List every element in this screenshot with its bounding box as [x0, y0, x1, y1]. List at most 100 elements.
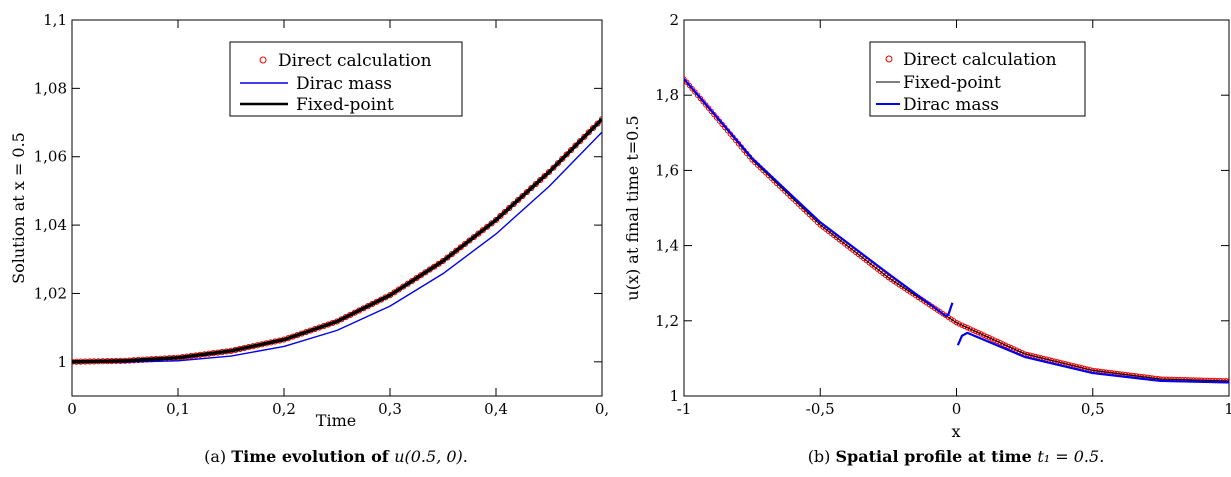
- marker-direct-calculation: [700, 98, 706, 105]
- y-axis-title-b: u(x) at final time t=0.5: [623, 115, 642, 300]
- x-tick-label-a: 0,4: [484, 400, 508, 418]
- marker-direct-calculation: [1000, 341, 1006, 347]
- x-tick-label-a: 0,2: [272, 400, 296, 418]
- marker-direct-calculation: [563, 151, 570, 158]
- marker-direct-calculation: [559, 155, 566, 162]
- x-tick-label-a: 0,: [595, 400, 609, 418]
- caption-b-prefix: (b): [808, 447, 836, 466]
- marker-direct-calculation: [689, 86, 695, 92]
- y-tick-label-b: 1,4: [655, 237, 679, 255]
- legend-label-direct-calculation-b: Direct calculation: [903, 50, 1057, 70]
- caption-a: (a) Time evolution of u(0.5, 0).: [204, 447, 468, 466]
- series-dirac-mass-segment-2-b: [956, 331, 1229, 384]
- marker-direct-calculation: [697, 95, 704, 102]
- marker-direct-calculation: [961, 323, 968, 330]
- x-tick-label-a: 0: [67, 400, 77, 418]
- marker-direct-calculation: [594, 120, 601, 127]
- y-tick-label-a: 1,08: [34, 79, 67, 97]
- marker-direct-calculation: [590, 124, 597, 132]
- caption-a-prefix: (a): [204, 447, 231, 466]
- x-tick-label-b: 1: [1224, 400, 1231, 418]
- marker-direct-calculation: [554, 160, 561, 167]
- marker-direct-calculation: [684, 79, 690, 85]
- legend-b: Direct calculation Fixed-point Dirac mas…: [869, 41, 1086, 117]
- y-tick-label-a: 1,04: [34, 216, 67, 234]
- caption-b-bold: Spatial profile at time: [836, 447, 1038, 466]
- x-tick-label-b: -1: [677, 400, 692, 418]
- marker-direct-calculation: [686, 82, 693, 89]
- legend-box-b: [869, 41, 1086, 117]
- marker-direct-calculation: [970, 327, 976, 333]
- legend-label-direct-calculation-a: Direct calculation: [278, 51, 432, 71]
- marker-direct-calculation: [975, 329, 981, 336]
- caption-a-suffix: .: [463, 447, 468, 466]
- marker-direct-calculation: [581, 133, 588, 140]
- marker-direct-calculation: [983, 333, 990, 340]
- marker-direct-calculation: [986, 334, 992, 341]
- marker-direct-calculation: [1005, 343, 1011, 350]
- legend-label-dirac-mass-b: Dirac mass: [903, 95, 999, 115]
- marker-direct-calculation: [550, 164, 557, 171]
- marker-direct-calculation: [953, 319, 960, 326]
- y-tick-label-a: 1,06: [34, 148, 67, 166]
- marker-direct-calculation: [598, 116, 602, 123]
- marker-direct-calculation: [994, 338, 1001, 345]
- series-dirac-mass-a: [72, 131, 602, 363]
- y-tick-label-a: 1,1: [43, 11, 67, 29]
- legend-marker-direct-calculation-b: [885, 55, 893, 63]
- marker-direct-calculation: [978, 331, 984, 337]
- marker-direct-calculation: [991, 337, 998, 343]
- marker-direct-calculation: [694, 92, 701, 98]
- x-tick-label-b: 0,5: [1081, 400, 1105, 418]
- panel-b: -1 -0,5 0 0,5 1 1 1,2 1,4 1,6 1,8 2 x u(x) at fina…: [623, 11, 1231, 466]
- legend-label-fixed-point-a: Fixed-point: [296, 95, 394, 115]
- x-ticks-b: -1 -0,5 0 0,5 1 1 1,2 1,4 1,6 1,8 2: [655, 11, 1231, 418]
- series-dirac-mass-segment-1-b: [684, 78, 954, 318]
- caption-a-math: u(0.5, 0): [394, 447, 463, 466]
- legend-label-fixed-point-b: Fixed-point: [903, 73, 1001, 93]
- x-tick-label-b: -0,5: [806, 400, 835, 418]
- marker-direct-calculation: [989, 336, 995, 342]
- marker-direct-calculation: [576, 138, 584, 145]
- marker-direct-calculation: [692, 89, 698, 95]
- marker-direct-calculation: [1011, 346, 1017, 352]
- x-tick-label-b: 0: [952, 400, 962, 418]
- series-fixed-point-a: [72, 117, 602, 364]
- legend-a: Direct calculation Dirac mass Fixed-poin…: [229, 41, 463, 117]
- y-tick-label-a: 1: [57, 353, 67, 371]
- marker-direct-calculation: [1002, 342, 1009, 348]
- marker-direct-calculation: [684, 76, 687, 82]
- y-tick-label-b: 1,8: [655, 86, 679, 104]
- y-tick-label-b: 1,2: [655, 312, 679, 330]
- marker-direct-calculation: [585, 129, 592, 136]
- y-tick-label-b: 2: [669, 11, 679, 29]
- legend-label-dirac-mass-a: Dirac mass: [296, 74, 392, 94]
- y-tick-label-b: 1: [669, 387, 679, 405]
- caption-b-suffix: .: [1099, 447, 1104, 466]
- plot-area-a: [72, 116, 602, 365]
- panel-a: 0 0,1 0,2 0,3 0,4 0,11,021,041,061,081,1 Time…: [9, 11, 609, 466]
- x-tick-label-a: 0,1: [166, 400, 190, 418]
- caption-a-bold: Time evolution of: [231, 447, 394, 466]
- marker-direct-calculation: [997, 339, 1003, 346]
- marker-direct-calculation: [703, 102, 709, 108]
- caption-b-math: t₁ = 0.5: [1037, 447, 1099, 466]
- marker-direct-calculation: [567, 146, 575, 154]
- y-tick-label-b: 1,6: [655, 161, 679, 179]
- marker-direct-calculation: [1008, 344, 1014, 351]
- marker-direct-calculation: [572, 142, 579, 149]
- marker-direct-calculation: [972, 328, 979, 335]
- plot-area-b: [684, 76, 1229, 384]
- marker-direct-calculation: [981, 332, 987, 338]
- marker-direct-calculation: [967, 326, 973, 332]
- x-ticks-a: 0 0,1 0,2 0,3 0,4 0,11,021,041,061,081,1: [34, 11, 610, 418]
- caption-b: (b) Spatial profile at time t₁ = 0.5.: [808, 447, 1105, 466]
- series-fixed-point-b: [684, 78, 1229, 382]
- x-axis-title-a: Time: [316, 411, 356, 430]
- legend-marker-direct-calculation-a: [259, 56, 267, 64]
- y-axis-title-a: Solution at x = 0.5: [9, 132, 28, 284]
- marker-direct-calculation: [956, 321, 962, 327]
- y-tick-label-a: 1,02: [34, 284, 67, 302]
- marker-direct-calculation: [959, 322, 965, 328]
